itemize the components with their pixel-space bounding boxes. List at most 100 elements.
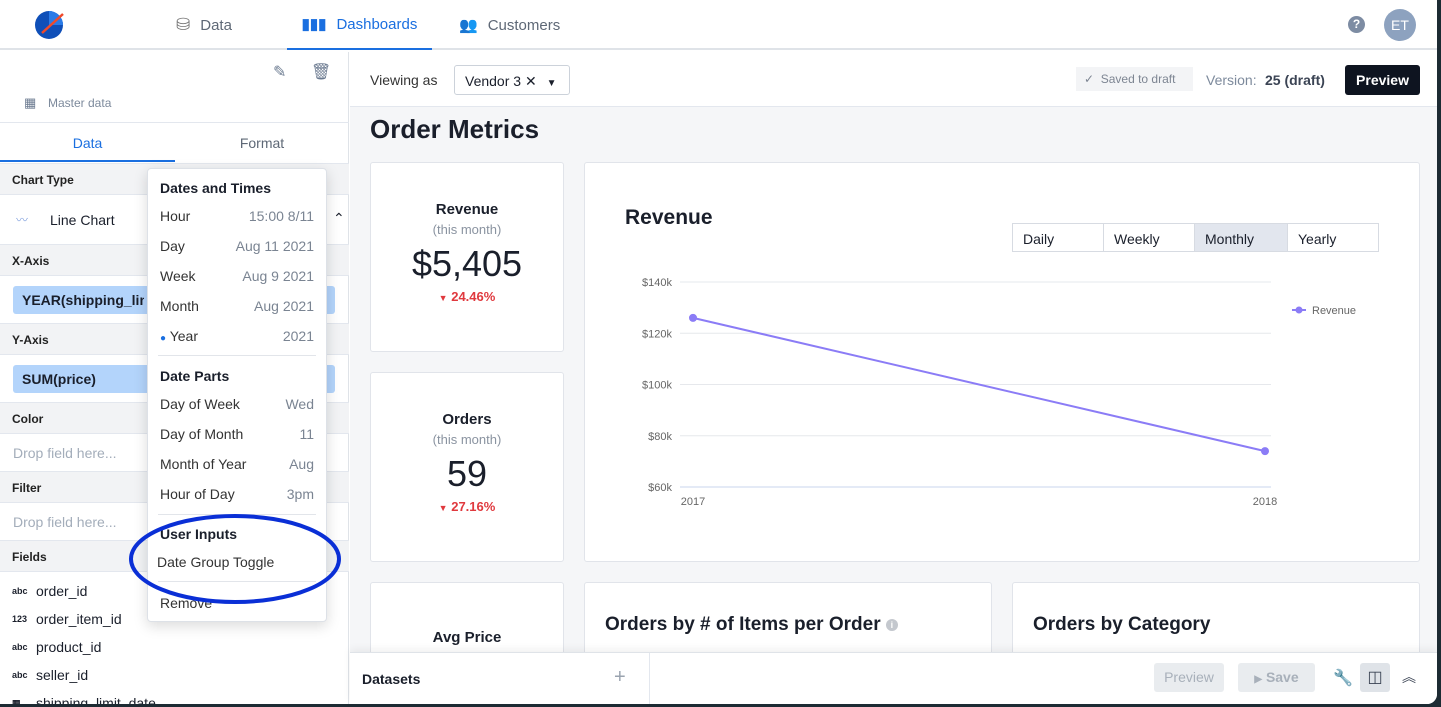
calendar-icon: ▦ [12,697,21,705]
field-name: shipping_limit_date [36,695,156,704]
field-item[interactable]: abc order_id [12,583,87,599]
card-title: Orders by # of Items per Order [605,614,881,635]
edit-icon[interactable]: ✎ [273,64,287,81]
bottom-panel: Datasets + Preview ▶ Save 🔧 ◫ ︽ [350,652,1437,704]
item-label: Date Group Toggle [157,554,275,570]
type-icon: abc [12,642,28,652]
nav-dashboards[interactable]: ▮▮▮ Dashboards [287,0,432,50]
nav-label: Data [200,16,232,34]
saved-status: ✓ Saved to draft [1076,67,1193,91]
menu-item-hour[interactable]: Hour 15:00 8/11 [160,208,314,224]
tab-data[interactable]: Data [0,122,175,162]
menu-item-date-group-toggle[interactable]: Date Group Toggle [157,554,314,570]
menu-item-year[interactable]: ● Year 2021 [160,328,314,344]
field-item[interactable]: ▦ shipping_limit_date [12,695,156,704]
viewer-value: Vendor 3 [465,73,522,89]
item-label-wrap: ● Year [160,328,198,344]
menu-item-month-of-year[interactable]: Month of Year Aug [160,456,314,472]
kpi-orders-card[interactable]: Orders (this month) 59 ▼ 27.16% [370,372,564,562]
save-label: Save [1265,669,1299,685]
item-value: 2021 [282,328,314,344]
info-icon[interactable]: i [885,618,898,631]
toggle-monthly[interactable]: Monthly [1194,223,1288,252]
field-name: order_id [36,583,88,599]
card-title: Orders by Category [1033,614,1211,635]
menu-item-hour-of-day[interactable]: Hour of Day 3pm [160,486,314,502]
nav-label: Customers [487,16,561,34]
revenue-chart-card[interactable]: Revenue [584,162,1420,562]
item-label: Year [169,328,198,344]
chart-type-select[interactable]: Line Chart [50,212,115,228]
toggle-daily[interactable]: Daily [1012,223,1104,252]
save-button[interactable]: ▶ Save [1238,663,1315,692]
menu-item-day-of-week[interactable]: Day of Week Wed [160,396,314,412]
toggle-weekly[interactable]: Weekly [1103,223,1195,252]
item-label: Hour of Day [160,486,235,502]
bar-chart-icon: ▮▮▮ [301,16,327,33]
kpi-change: 27.16% [451,499,496,514]
orders-by-items-card[interactable]: Orders by # of Items per Order i [584,582,992,662]
item-value: Aug 11 2021 [235,238,314,254]
type-icon: 123 [12,614,28,624]
type-icon: abc [12,586,28,596]
select-arrows-icon[interactable]: ⌃ [333,210,345,226]
avatar[interactable]: ET [1384,9,1416,41]
chart-title: Revenue [625,206,713,229]
kpi-subtitle: (this month) [432,432,502,447]
dashboard-toolbar: Viewing as Vendor 3 ✕ ▼ ✓ Saved to draft… [350,52,1437,107]
orders-by-category-card[interactable]: Orders by Category [1012,582,1420,662]
toggle-yearly[interactable]: Yearly [1287,223,1379,252]
divider [649,653,650,704]
color-drop-zone[interactable]: Drop field here... [13,445,117,461]
kpi-title: Avg Price [432,629,502,646]
chevron-down-icon: ▼ [546,78,557,89]
datasets-label: Datasets [362,671,421,687]
type-icon: abc [12,670,28,680]
card-title-row: Orders by # of Items per Order i [605,614,898,636]
tab-format[interactable]: Format [175,122,349,162]
kpi-title: Orders [442,411,492,428]
nav-customers[interactable]: 👥 Customers [459,0,560,50]
table-icon: ▦ [24,95,37,110]
kpi-change-row: ▼ 24.46% [371,289,563,304]
menu-item-day[interactable]: Day Aug 11 2021 [160,238,314,254]
field-item[interactable]: abc seller_id [12,667,88,683]
kpi-avg-price-card[interactable]: Avg Price [370,582,564,662]
date-group-menu: Dates and Times Hour 15:00 8/11 Day Aug 11… [147,168,327,622]
kpi-revenue-card[interactable]: Revenue (this month) $5,405 ▼ 24.46% [370,162,564,352]
field-item[interactable]: abc product_id [12,639,101,655]
menu-item-month[interactable]: Month Aug 2021 [160,298,314,314]
saved-text: Saved to draft [1100,72,1176,86]
add-dataset-button[interactable]: + [614,666,626,688]
panel-layout-icon[interactable]: ◫ [1360,663,1390,692]
trash-icon[interactable]: 🗑 [311,64,332,81]
preview-button[interactable]: Preview [1345,65,1420,95]
wrench-icon[interactable]: 🔧 [1333,670,1353,687]
menu-item-day-of-month[interactable]: Day of Month 11 [160,426,314,442]
line-chart-icon: 〰 [16,213,29,227]
users-icon: 👥 [459,17,478,34]
clear-icon[interactable]: ✕ [524,73,537,89]
filter-drop-zone[interactable]: Drop field here... [13,514,117,530]
nav-label: Dashboards [336,15,418,33]
kpi-title: Revenue [435,201,499,218]
logo-icon[interactable] [34,9,66,39]
bottom-preview-button[interactable]: Preview [1154,663,1224,692]
kpi-value: 59 [446,453,488,494]
chevrons-up-icon[interactable]: ︽ [1402,669,1416,685]
version-label: Version: [1206,72,1257,88]
nav-data[interactable]: ⛁ Data [176,0,232,50]
check-icon: ✓ [1084,72,1095,86]
menu-header: Dates and Times [160,180,272,196]
menu-item-week[interactable]: Week Aug 9 2021 [160,268,314,284]
play-icon: ▶ [1254,674,1263,685]
kpi-change: 24.46% [451,289,496,304]
field-item[interactable]: 123 order_item_id [12,611,122,627]
field-name: order_item_id [36,611,122,627]
item-value: 11 [299,426,314,442]
divider [158,581,316,582]
selected-dot-icon: ● [160,333,167,344]
viewer-select[interactable]: Vendor 3 ✕ ▼ [454,65,570,95]
down-arrow-icon: ▼ [438,293,448,303]
help-icon[interactable]: ? [1348,16,1365,33]
